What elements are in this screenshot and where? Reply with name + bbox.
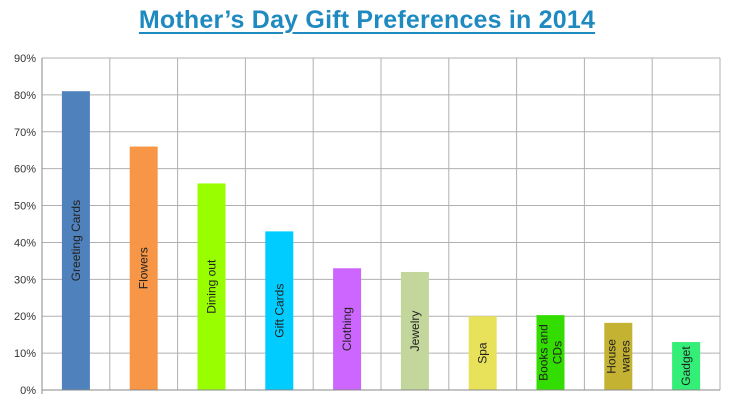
bar-label-group: Flowers: [137, 247, 151, 289]
bar-label: wares: [618, 340, 632, 373]
bar-label: Jewelry: [408, 311, 422, 352]
bar-label: Books and: [537, 324, 551, 381]
y-tick-label: 90%: [14, 53, 36, 65]
bar-house-wares: [604, 322, 633, 390]
y-tick-label: 70%: [14, 127, 36, 139]
y-tick-label: 20%: [14, 311, 36, 323]
bar-label-group: Spa: [476, 342, 490, 364]
bar-jewelry: [400, 271, 429, 390]
bar-labels: Greeting Cards Flowers Dining out Gift Card…: [69, 200, 693, 386]
bar-label: Greeting Cards: [69, 200, 83, 281]
bar-label-group: Jewelry: [408, 311, 422, 352]
bar-label: House: [604, 339, 618, 374]
bar-label: Gift Cards: [272, 284, 286, 338]
bar-label-group: Greeting Cards: [69, 200, 83, 281]
y-tick-label: 0%: [20, 385, 36, 397]
bar-dining-out: [197, 183, 226, 390]
bar-label-group: Gadget: [679, 346, 693, 386]
bar-clothing: [333, 268, 362, 390]
y-tick-label: 50%: [14, 201, 36, 213]
bar-gift-cards: [265, 231, 294, 390]
bars: [61, 91, 701, 390]
bar-label: CDs: [551, 341, 565, 364]
bar-label-group: House wares: [604, 339, 632, 374]
bar-gadget: [672, 342, 701, 390]
bar-greeting-cards: [61, 91, 90, 390]
bar-label-group: Books and CDs: [537, 324, 565, 381]
y-tick-label: 40%: [14, 237, 36, 249]
bar-label: Dining out: [205, 259, 219, 314]
bar-label: Clothing: [340, 307, 354, 351]
bar-label-group: Dining out: [205, 259, 219, 314]
chart-title: Mother’s Day Gift Preferences in 2014: [138, 6, 596, 34]
bar-books-and-cds: [536, 315, 565, 390]
bar-flowers: [129, 146, 158, 390]
bar-label: Spa: [476, 342, 490, 364]
bar-label: Gadget: [679, 346, 693, 386]
bar-label-group: Gift Cards: [272, 284, 286, 338]
y-tick-label: 80%: [14, 90, 36, 102]
axes: 0% 10% 20% 30% 40% 50% 60% 70% 80% 90%: [14, 53, 720, 397]
y-tick-label: 60%: [14, 164, 36, 176]
y-tick-label: 30%: [14, 274, 36, 286]
y-tick-label: 10%: [14, 348, 36, 360]
bar-label: Flowers: [137, 247, 151, 289]
bar-label-group: Clothing: [340, 307, 354, 351]
bar-spa: [468, 316, 497, 390]
